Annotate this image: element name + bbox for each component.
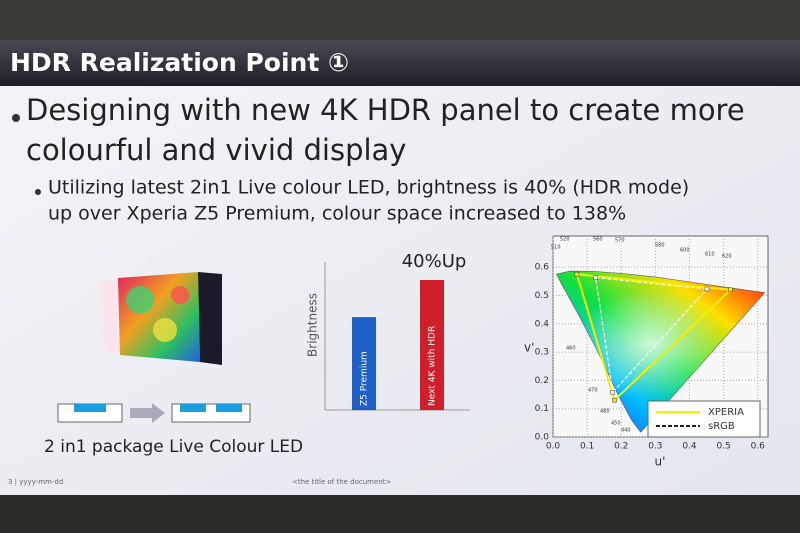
wavelength-label: 610 [705,252,715,258]
bar [352,317,376,410]
led-illustration [57,272,251,423]
wavelength-label: 570 [615,238,625,244]
y-tick-label: 0.2 [535,376,549,386]
annotation: 40%Up [402,251,467,272]
footer-page: 3 | yyyy-mm-dd [8,478,63,486]
y-tick-label: 0.0 [535,433,550,443]
wavelength-label: 460 [566,346,576,352]
y-axis-label: v' [524,341,534,355]
bullet-dot [35,189,41,195]
bullet-text: Designing with new 4K HDR panel to creat… [26,93,745,127]
x-tick-label: 0.2 [614,442,628,452]
y-tick-label: 0.6 [535,263,550,273]
bullet-text: colourful and vivid display [26,133,406,167]
sub-bullet-text: up over Xperia Z5 Premium, colour space … [48,203,626,225]
white-point-glow [556,271,765,433]
sub-bullet-text: Utilizing latest 2in1 Live colour LED, b… [48,177,689,199]
x-tick-label: 0.0 [546,442,561,452]
wavelength-label: 560 [593,237,603,243]
wavelength-label: 470 [588,388,598,394]
y-tick-label: 0.3 [535,348,549,358]
tv-frame [0,495,800,533]
x-tick-label: 0.6 [751,442,766,452]
wavelength-label: 600 [680,248,690,254]
x-tick-label: 0.3 [648,442,662,452]
wavelength-label: 480 [600,409,610,415]
gamut-triangle [594,276,709,394]
bar [420,280,444,410]
gamut-vertex [704,286,710,292]
wavelength-label: 450 [611,421,621,427]
y-tick-label: 0.4 [535,319,550,329]
wavelength-label: 520 [560,237,570,243]
gamut-vertex [728,287,733,293]
bar-label: Z5 Premium [360,351,370,406]
x-axis-label: u' [655,455,666,469]
gamut-vertex [612,397,617,403]
wavelength-label: 580 [655,243,665,249]
legend-label: sRGB [708,421,735,432]
x-tick-label: 0.1 [580,442,594,452]
footer-title: <the title of the document> [292,478,391,486]
legend-label: XPERIA [708,407,744,418]
bar-label: Next 4K with HDR [428,326,438,406]
gamut-vertex [610,390,615,395]
header-bar [0,40,800,86]
x-tick-label: 0.5 [716,442,730,452]
x-tick-label: 0.4 [682,442,697,452]
y-axis-label: Brightness [306,293,320,357]
gamut-triangle [575,273,733,403]
wavelength-label: 510 [551,245,561,251]
figure-caption: 2 in1 package Live Colour LED [44,437,303,457]
bullet-dot [12,114,20,122]
wavelength-label: 440 [621,428,631,434]
gamut-vertex [593,275,598,280]
gamut-vertex [574,271,580,277]
slide-title: HDR Realization Point ① [10,48,349,77]
legend-box [647,400,761,438]
y-tick-label: 0.1 [535,404,549,414]
wavelength-label: 620 [722,254,732,260]
y-tick-label: 0.5 [535,291,549,301]
